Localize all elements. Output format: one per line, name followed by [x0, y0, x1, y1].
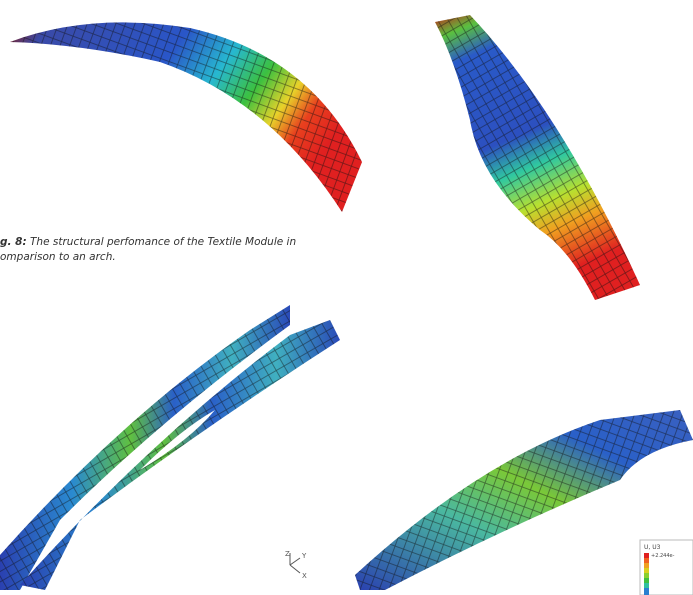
figure-page: Z Y X U, U3 +2.244e- g. 8: The structura…	[0, 0, 693, 595]
axes-triad: Z Y X	[285, 550, 307, 580]
caption-label: g. 8:	[0, 236, 27, 248]
legend-title: U, U3	[644, 544, 661, 551]
axis-label: Y	[301, 552, 307, 560]
figure-caption: omparison to an arch.	[0, 251, 116, 263]
figure-images: Z Y X U, U3 +2.244e-	[0, 0, 693, 595]
legend-value: +2.244e-	[651, 553, 675, 559]
figure-caption: g. 8: The structural perfomance of the T…	[0, 236, 296, 248]
axis-label: X	[302, 572, 307, 580]
caption-text: The structural perfomance of the Textile…	[30, 236, 296, 248]
module-top-model	[0, 305, 340, 590]
arch-model	[10, 22, 362, 212]
contour-legend: U, U3 +2.244e-	[640, 540, 693, 595]
caption-text: omparison to an arch.	[0, 251, 116, 263]
module-side-model	[435, 15, 640, 300]
axis-label: Z	[285, 550, 290, 558]
